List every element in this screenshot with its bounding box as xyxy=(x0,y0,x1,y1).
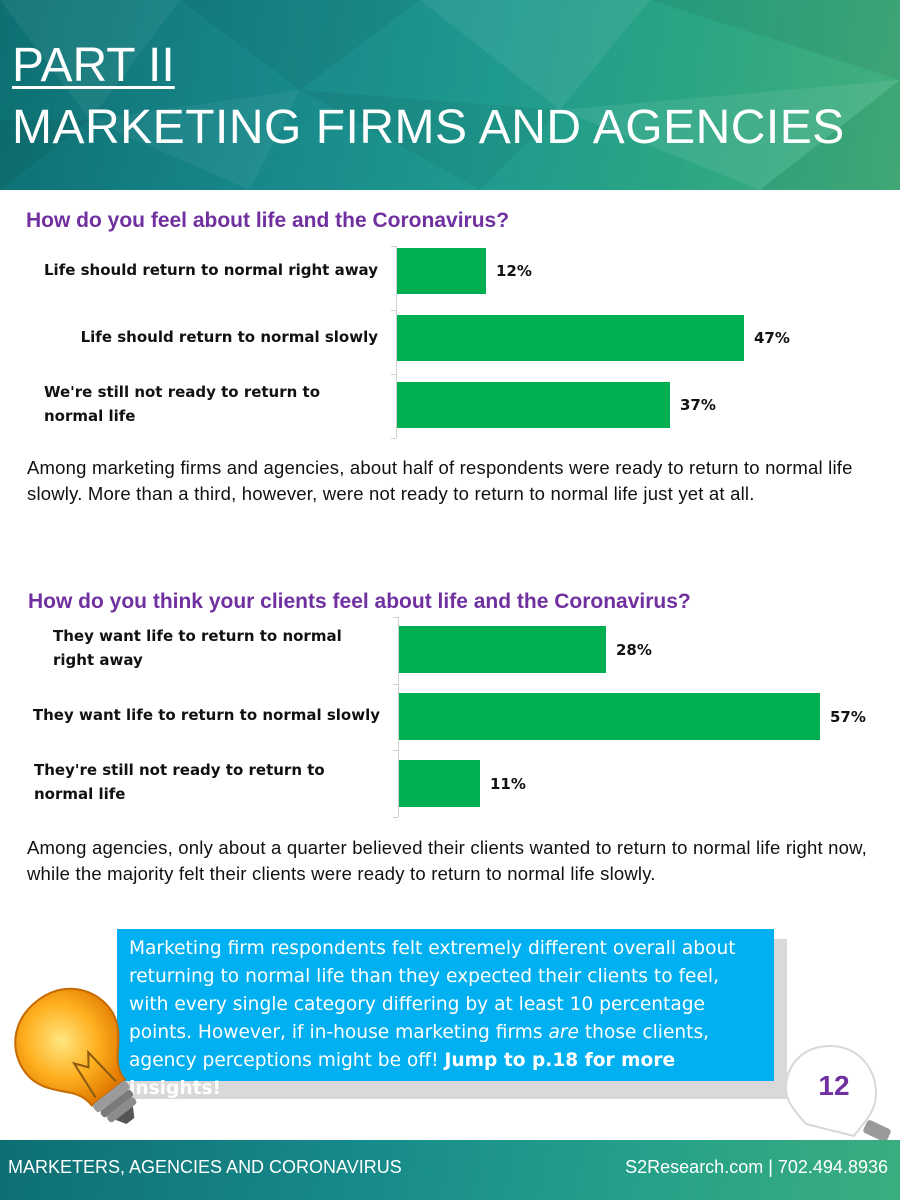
callout-text-continued: those clients, agency perceptions might … xyxy=(129,1022,710,1071)
page-number: 12 xyxy=(818,1070,850,1101)
callout-text: Marketing firm respondents felt extremel… xyxy=(129,938,736,1043)
chart-2-bar xyxy=(399,693,820,740)
chart-1: Life should return to normal right away … xyxy=(0,246,900,440)
header-facet-background xyxy=(0,0,900,190)
chart-1-tick xyxy=(391,438,396,439)
chart-2-tick xyxy=(393,617,398,618)
chart-2-category-label: They want life to return to normal right… xyxy=(53,627,342,669)
chart-1-data-label: 47% xyxy=(754,329,790,347)
chart-1-bar xyxy=(397,248,486,294)
footer-bar: MARKETERS, AGENCIES AND CORONAVIRUS S2Re… xyxy=(0,1140,900,1200)
chart-1-data-label: 12% xyxy=(496,262,532,280)
chart-2-tick xyxy=(393,817,398,818)
chart-2-tick xyxy=(393,750,398,751)
chart-1-bar xyxy=(397,315,744,361)
insight-callout: Marketing firm respondents felt extremel… xyxy=(117,929,774,1099)
lightbulb-outline-icon xyxy=(784,1044,891,1140)
chart-1-axis xyxy=(396,246,397,438)
chart-2-data-label: 57% xyxy=(830,707,866,726)
chart-2-category-label: They want life to return to normal slowl… xyxy=(32,706,380,724)
chart-2-tick xyxy=(393,684,398,685)
chart-1-bar xyxy=(397,382,670,428)
chart-1-category-label: Life should return to normal right away xyxy=(44,261,378,279)
chart-2-axis xyxy=(398,617,399,817)
chart-2-bar xyxy=(399,626,606,673)
chart-2: They want life to return to normal right… xyxy=(0,617,900,819)
chart-1-data-label: 37% xyxy=(680,396,716,414)
callout-emphasis: are xyxy=(548,1022,579,1043)
chart-1-title: How do you feel about life and the Coron… xyxy=(26,209,510,232)
summary-paragraph-1: Among marketing firms and agencies, abou… xyxy=(27,457,853,504)
chart-1-tick xyxy=(391,374,396,375)
footer-publication-title: MARKETERS, AGENCIES AND CORONAVIRUS xyxy=(8,1157,402,1177)
chart-2-category-label: They're still not ready to return to nor… xyxy=(34,761,325,803)
chart-1-category-label: We're still not ready to return to norma… xyxy=(44,383,321,425)
chart-1-tick xyxy=(391,310,396,311)
chart-2-bar xyxy=(399,760,480,807)
chart-1-tick xyxy=(391,246,396,247)
chart-1-category-label: Life should return to normal slowly xyxy=(80,328,378,346)
callout-jump-link-text: Jump to p.18 for more insights! xyxy=(129,1050,676,1099)
lightbulb-icon xyxy=(14,987,137,1124)
page-title: MARKETING FIRMS AND AGENCIES xyxy=(12,101,845,154)
chart-2-data-label: 11% xyxy=(490,774,526,793)
chart-2-data-label: 28% xyxy=(616,640,652,659)
part-heading: PART II xyxy=(12,39,175,92)
footer-contact: S2Research.com | 702.494.8936 xyxy=(625,1157,888,1177)
summary-paragraph-2: Among agencies, only about a quarter bel… xyxy=(27,837,868,884)
header-banner: PART II MARKETING FIRMS AND AGENCIES xyxy=(0,0,900,190)
chart-2-title: How do you think your clients feel about… xyxy=(28,590,691,613)
